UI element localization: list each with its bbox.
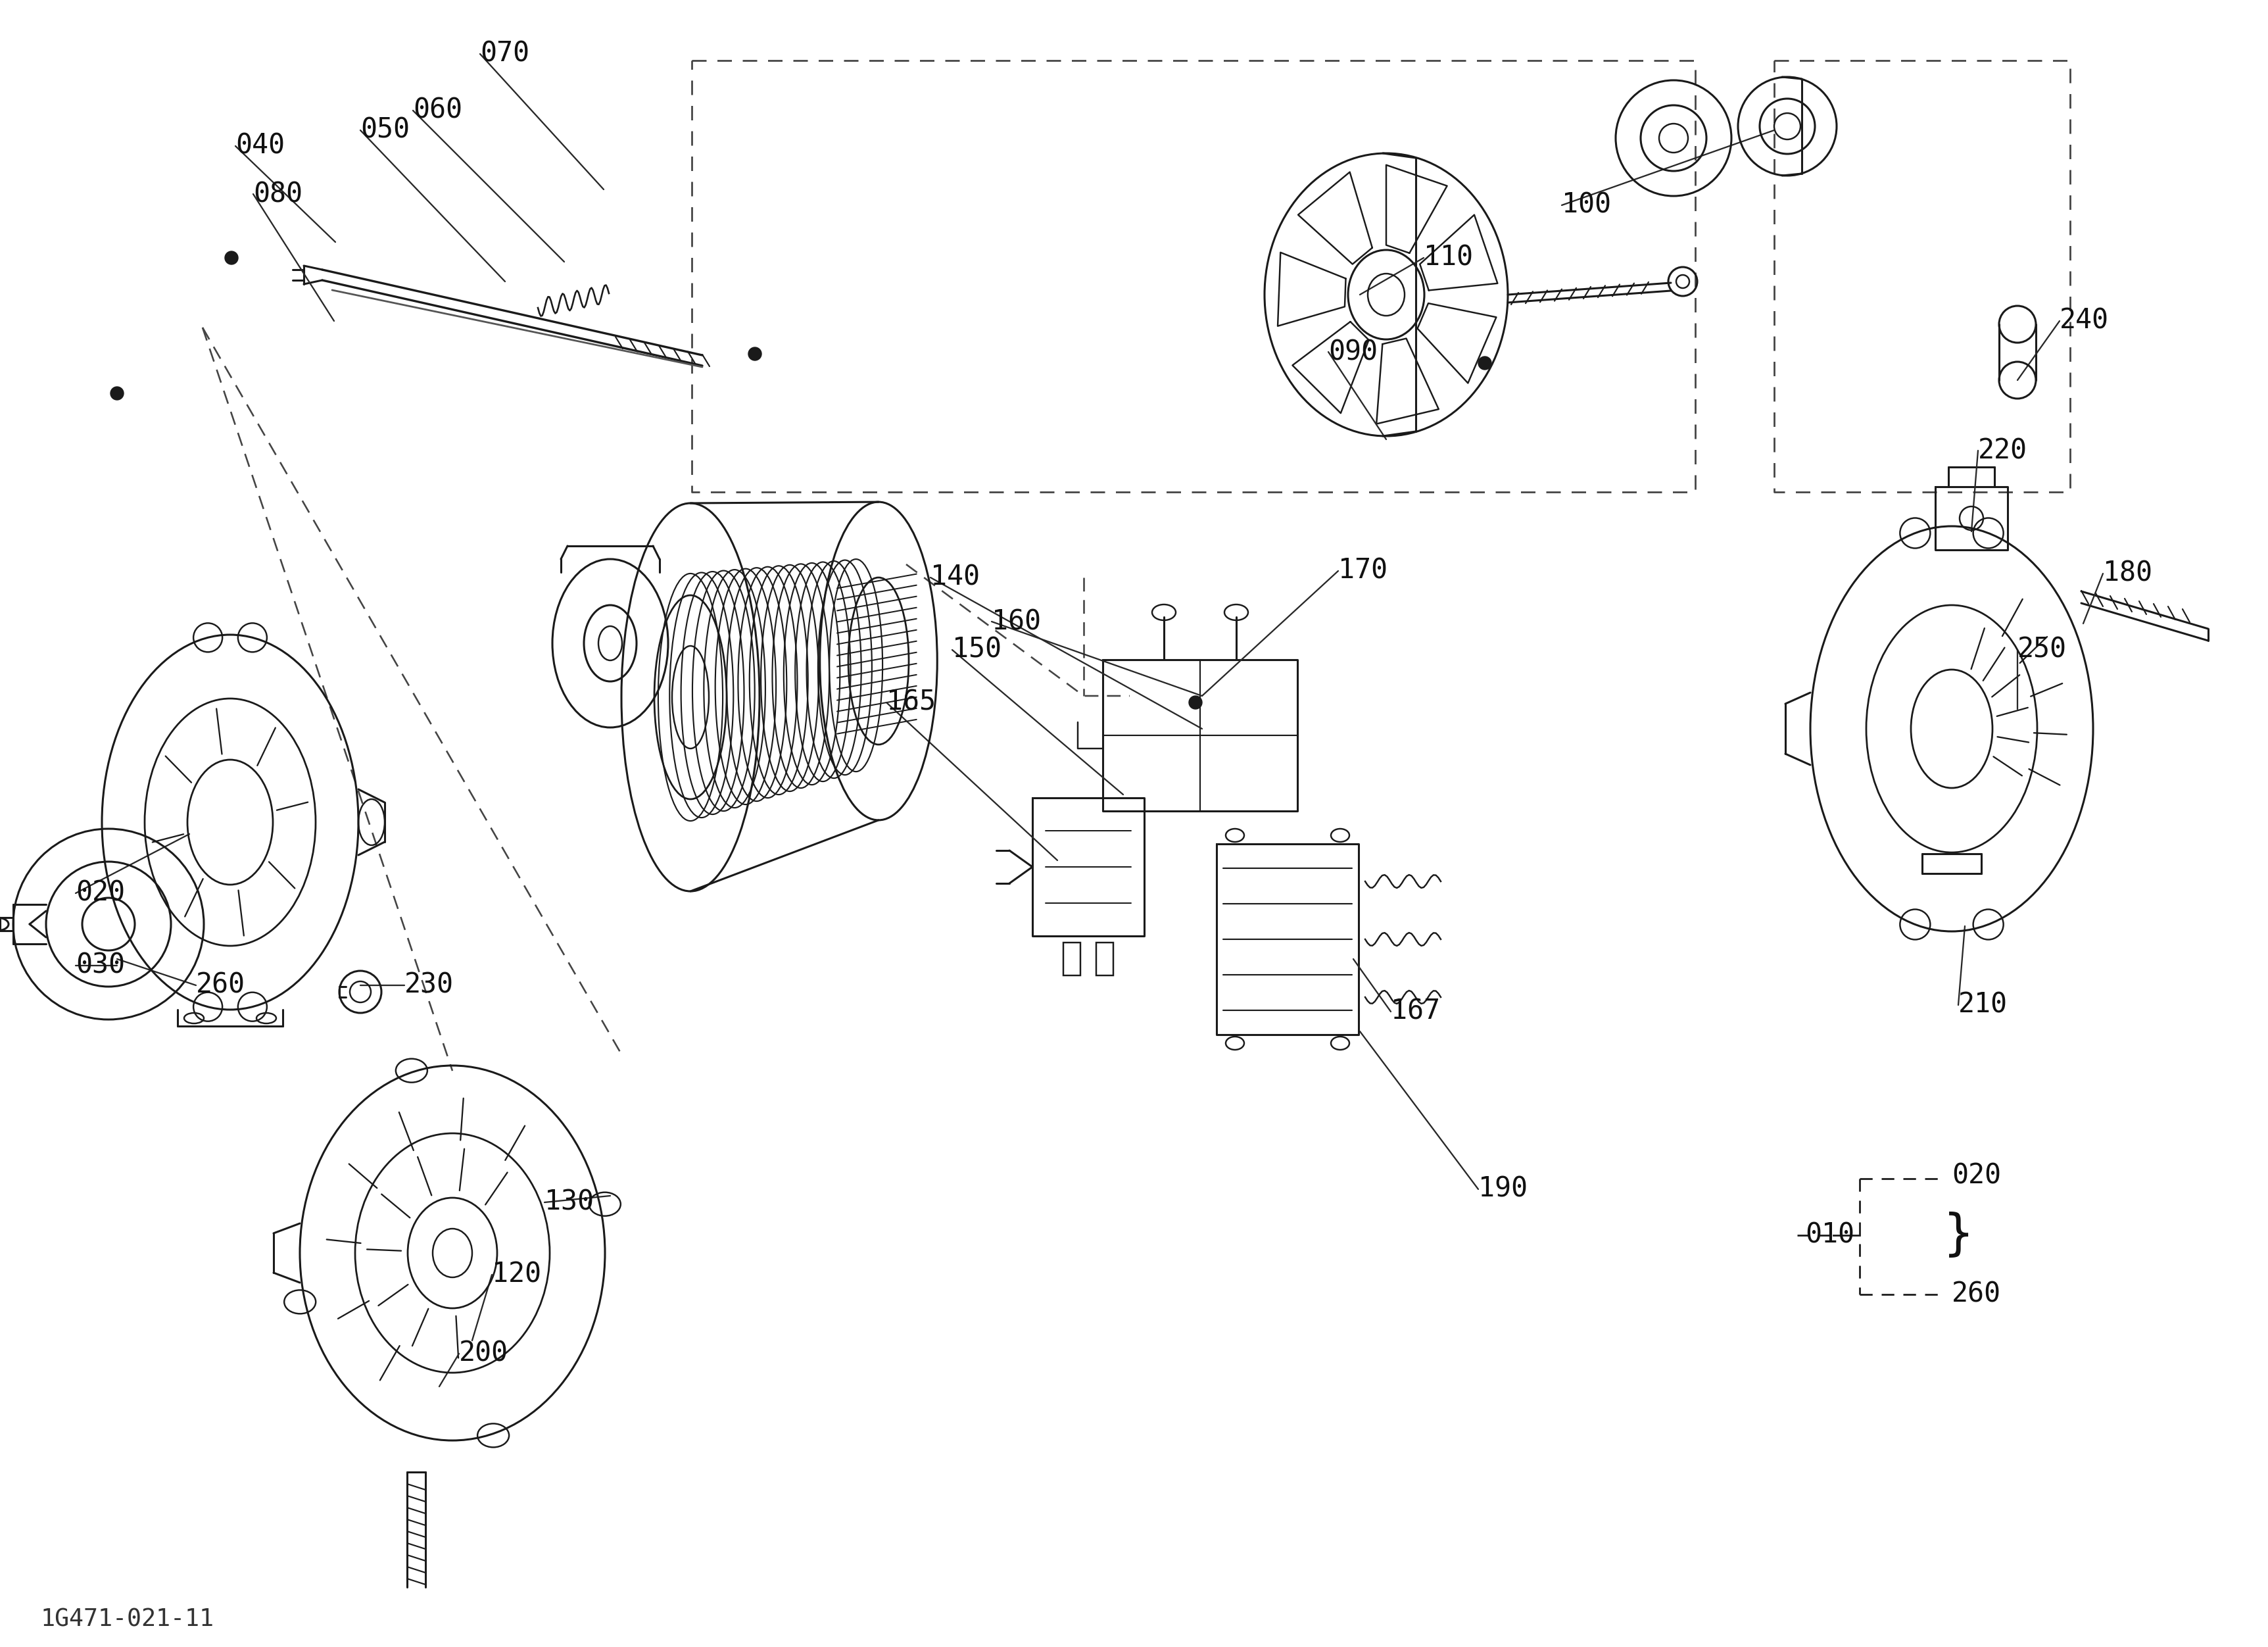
Circle shape [748,348,762,361]
Text: 130: 130 [544,1189,594,1215]
Text: 060: 060 [413,97,463,124]
Bar [1064,942,1080,975]
Text: 230: 230 [404,972,454,1000]
Text: 240: 240 [2059,308,2109,334]
Circle shape [111,387,125,400]
Text: 040: 040 [236,132,286,160]
Text: 220: 220 [1978,436,2028,464]
Text: 110: 110 [1424,244,1472,272]
Text: 070: 070 [481,40,528,68]
Text: 140: 140 [930,563,980,591]
Text: 050: 050 [361,117,411,143]
Text: 100: 100 [1563,191,1610,219]
Text: 210: 210 [1957,991,2007,1019]
Text: 260: 260 [195,972,245,1000]
Text: 260: 260 [1953,1281,2000,1308]
Text: 150: 150 [953,636,1002,664]
Circle shape [1479,356,1492,369]
Text: 030: 030 [75,952,125,980]
Text: 020: 020 [75,879,125,907]
Text: 167: 167 [1390,998,1440,1026]
Text: 250: 250 [2019,636,2066,664]
Circle shape [1188,697,1202,710]
Text: 170: 170 [1338,557,1388,585]
Text: 200: 200 [458,1339,508,1367]
Text: 090: 090 [1329,338,1377,366]
Text: 080: 080 [254,180,302,208]
Bar [1095,942,1114,975]
Text: 165: 165 [887,688,937,716]
Text: 160: 160 [991,608,1041,636]
Text: 1G471-021-11: 1G471-021-11 [41,1607,215,1632]
Circle shape [225,252,238,265]
Text: }: } [1944,1211,1973,1260]
Text: 010: 010 [1805,1222,1855,1248]
Text: 120: 120 [492,1262,542,1288]
Text: 020: 020 [1953,1163,2000,1189]
Text: 180: 180 [2102,560,2152,588]
Text: 190: 190 [1479,1176,1529,1202]
